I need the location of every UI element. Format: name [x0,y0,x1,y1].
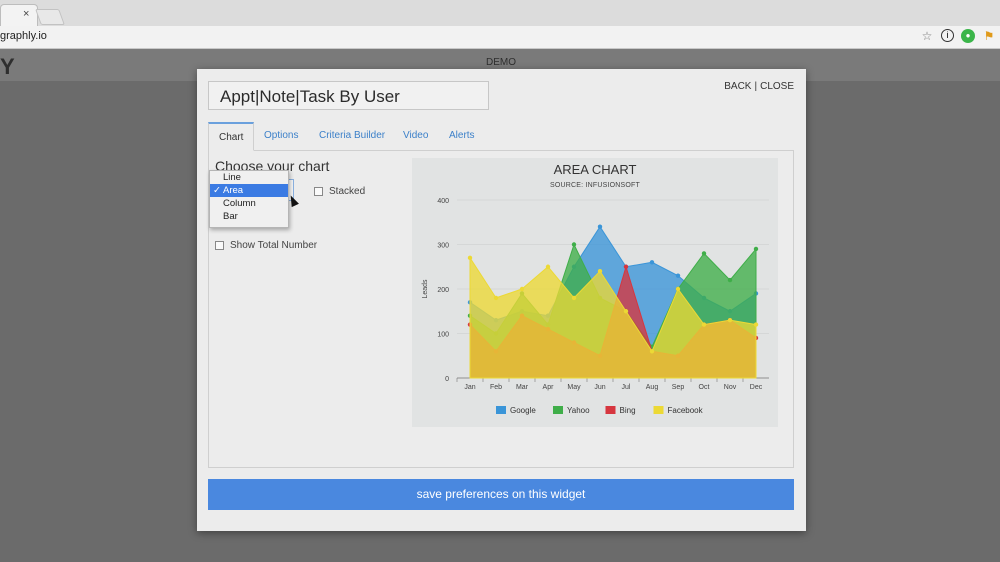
dropdown-option-line[interactable]: Line [210,171,288,184]
browser-tab[interactable]: × [0,4,38,27]
url-field[interactable]: graphly.io [0,30,47,42]
legend-label-bing: Bing [620,406,636,415]
data-point-bing [623,264,629,269]
background-demo-label: DEMO [486,57,516,68]
legend-label-facebook: Facebook [668,406,704,415]
tab-video[interactable]: Video [403,130,429,141]
data-point-facebook [727,317,733,323]
y-tick-label: 0 [445,376,449,383]
x-tick-label: Nov [724,384,737,391]
data-point-facebook [545,264,551,269]
settings-tabs: Chart Options Criteria Builder Video Ale… [208,122,794,151]
x-tick-label: May [567,384,581,391]
close-tab-icon[interactable]: × [23,8,30,20]
address-bar-icons: ☆ i ● ⚑ [920,29,996,43]
check-icon: ✓ [213,185,221,196]
x-tick-label: Jul [622,384,631,391]
save-preferences-button[interactable]: save preferences on this widget [208,479,794,510]
data-point-google [649,260,655,265]
data-point-facebook [701,322,707,327]
dropdown-option-label: Line [223,172,241,183]
dropdown-option-label: Bar [223,211,238,222]
chart-plot: 0 100 200 300 400 Jan Feb Mar Apr May Jun Jul Aug Sep… [422,198,769,415]
stacked-label: Stacked [329,186,366,197]
x-tick-label: Apr [543,384,555,391]
y-tick-label: 200 [437,287,449,294]
data-point-facebook [571,295,577,301]
extension-green-icon[interactable]: ● [961,29,975,43]
widget-settings-modal: Appt|Note|Task By User BACK | CLOSE Char… [197,69,806,531]
new-tab-button[interactable] [35,9,65,25]
x-tick-label: Aug [646,384,659,391]
data-point-google [597,224,603,229]
x-tick-label: Jun [594,384,605,391]
tab-panel [208,150,794,468]
x-tick-label: Dec [750,384,763,391]
tab-criteria-builder[interactable]: Criteria Builder [319,130,386,141]
back-link[interactable]: BACK [724,81,752,92]
extension-flag-icon[interactable]: ⚑ [983,29,995,43]
data-point-facebook [467,255,473,261]
chart-type-dropdown[interactable]: Line ✓ Area Column Bar [209,170,289,228]
dropdown-option-bar[interactable]: Bar [210,210,288,223]
link-separator: | [754,81,758,92]
legend-label-yahoo: Yahoo [567,406,590,415]
y-axis-label: Leads [422,279,429,299]
background-logo: Y [0,54,15,79]
data-point-yahoo [701,251,707,256]
y-tick-label: 300 [437,243,449,250]
data-point-facebook [649,349,655,354]
x-tick-label: Oct [699,384,710,391]
show-total-label: Show Total Number [230,240,318,251]
bookmark-star-icon[interactable]: ☆ [921,29,933,43]
data-point-facebook [597,269,603,274]
tab-chart[interactable]: Chart [208,122,255,151]
legend-swatch-yahoo [553,406,563,414]
data-point-facebook [519,286,525,292]
tab-options[interactable]: Options [264,130,299,141]
dropdown-option-label: Column [223,198,256,209]
data-point-facebook [753,322,759,327]
legend-swatch-google [496,406,506,414]
chart-subtitle: SOURCE: INFUSIONSOFT [550,182,640,189]
dropdown-option-area[interactable]: ✓ Area [210,184,288,197]
data-point-yahoo [571,242,577,247]
data-point-facebook [493,295,499,301]
chart-title: AREA CHART [553,162,637,177]
close-link[interactable]: CLOSE [760,81,794,92]
data-point-yahoo [727,277,733,283]
legend-label-google: Google [510,406,536,415]
legend-swatch-bing [605,406,616,414]
legend-swatch-facebook [653,406,664,414]
data-point-facebook [623,309,629,314]
y-tick-label: 100 [437,332,449,339]
widget-title-input[interactable]: Appt|Note|Task By User [208,81,489,110]
show-total-checkbox[interactable] [215,241,224,250]
area-chart: AREA CHART SOURCE: INFUSIONSOFT 0 100 200 3… [412,158,778,427]
show-total-option[interactable]: Show Total Number [215,240,317,251]
address-bar: graphly.io ☆ i ● ⚑ [0,26,1000,49]
data-point-google [675,273,681,278]
stacked-checkbox[interactable] [314,187,323,196]
info-icon[interactable]: i [941,29,954,42]
back-close-links: BACK | CLOSE [724,81,794,92]
y-tick-label: 400 [437,198,449,205]
browser-tab-bar: × [0,0,1000,27]
x-tick-label: Jan [464,384,475,391]
tab-alerts[interactable]: Alerts [449,130,475,141]
data-point-facebook [675,286,681,292]
stacked-option[interactable]: Stacked [314,186,365,197]
dropdown-option-column[interactable]: Column [210,197,288,210]
data-point-yahoo [753,246,759,252]
x-tick-label: Feb [490,384,502,391]
x-tick-label: Mar [516,384,529,391]
x-tick-label: Sep [672,384,685,391]
dropdown-option-label: Area [223,185,244,196]
